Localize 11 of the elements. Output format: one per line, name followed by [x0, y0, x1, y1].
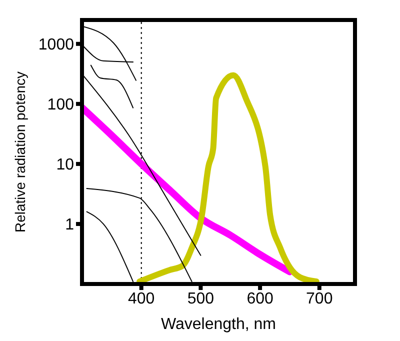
x-tick-label: 400 — [128, 290, 155, 308]
y-tick-label: 1000 — [38, 36, 74, 54]
y-axis-title: Relative radiation potency — [12, 71, 28, 233]
x-axis-title: Wavelength, nm — [160, 316, 276, 333]
x-tick-label: 500 — [187, 290, 214, 308]
y-tick-label: 10 — [56, 156, 74, 174]
x-tick-label: 700 — [306, 290, 333, 308]
x-tick-label: 600 — [246, 290, 274, 308]
y-tick-label: 100 — [47, 96, 74, 114]
y-tick-label: 1 — [65, 216, 74, 234]
line-series — [90, 64, 134, 108]
